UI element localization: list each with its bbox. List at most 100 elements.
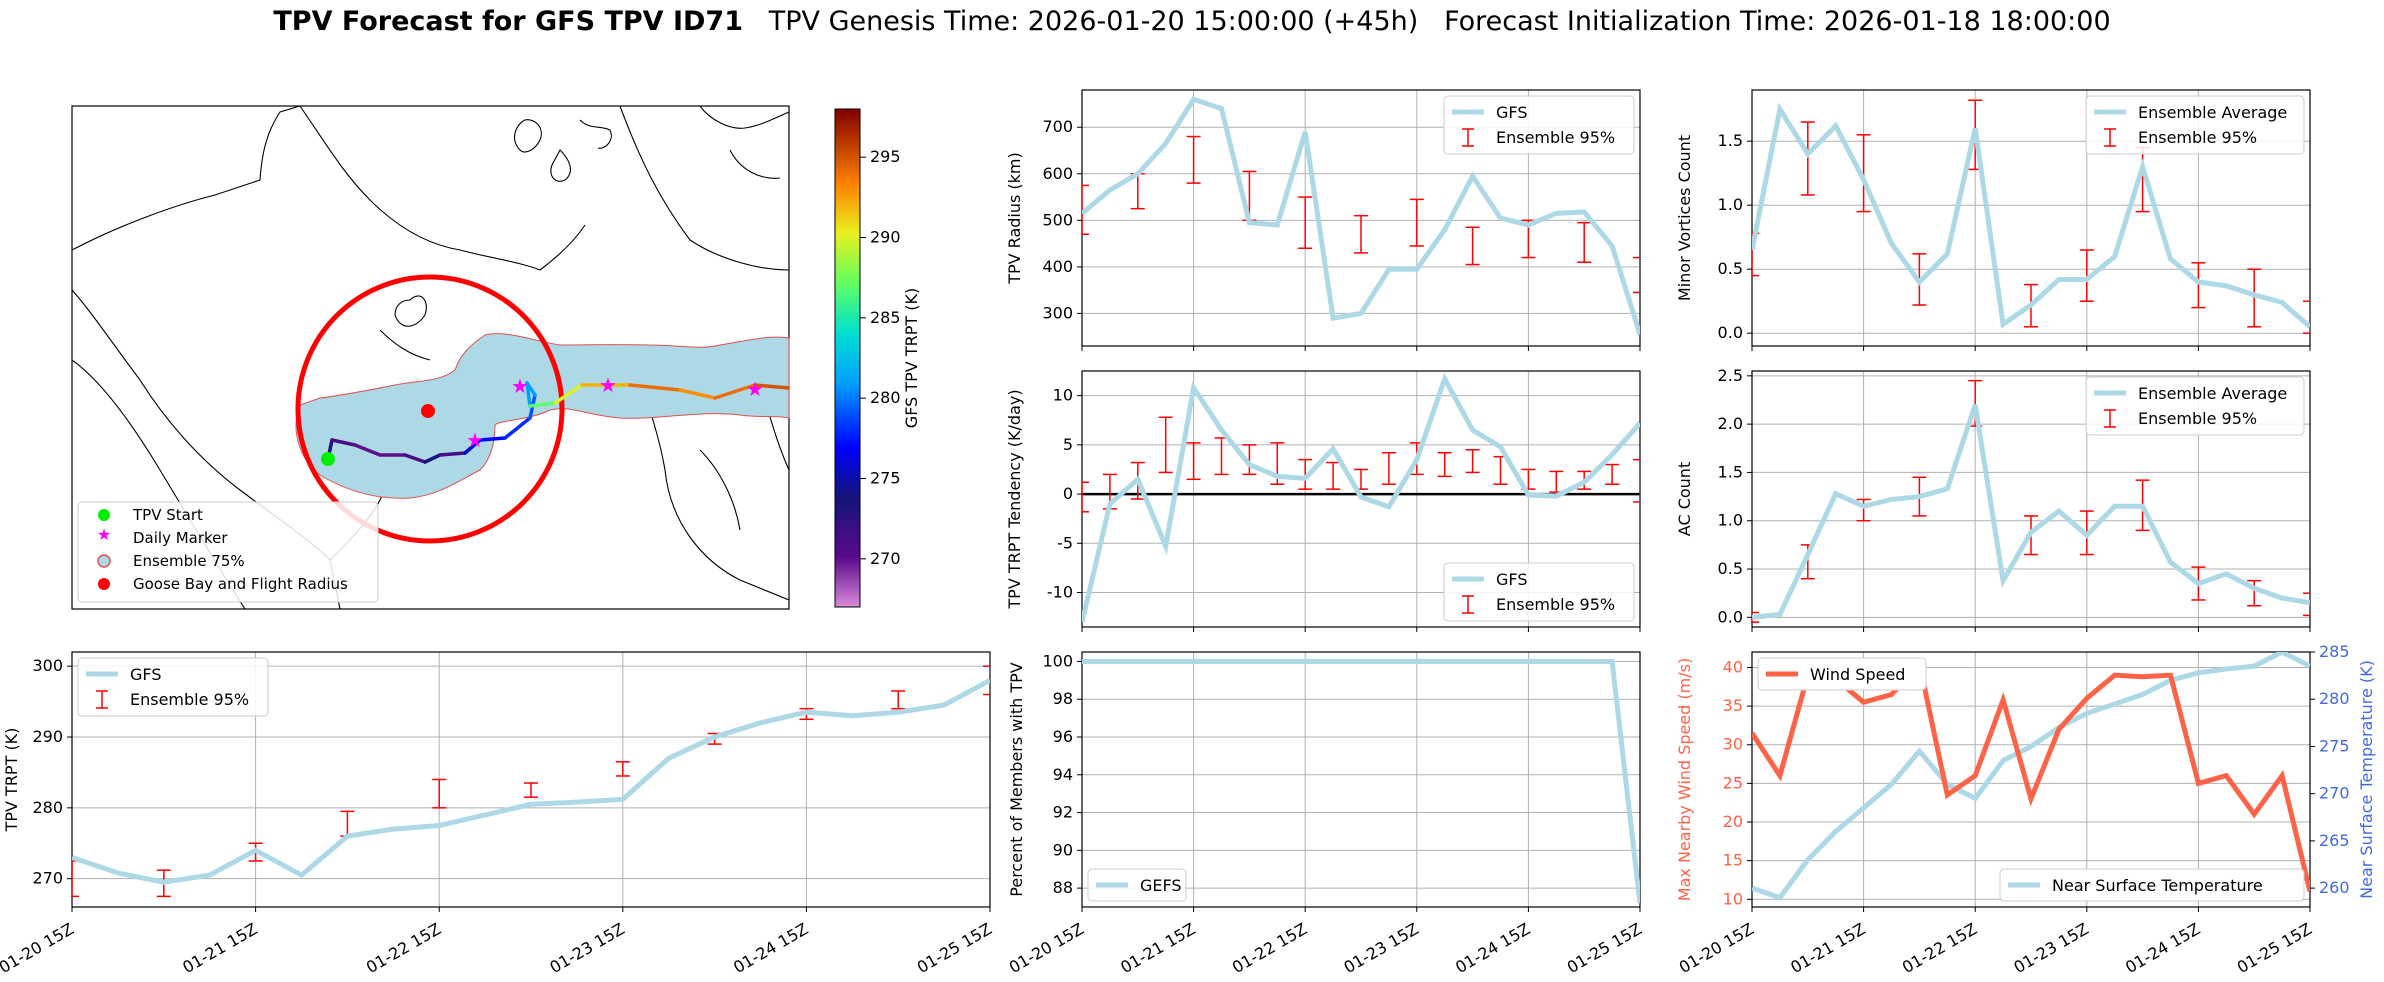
y-tick-label: 290 — [32, 727, 63, 746]
legend-label: Ensemble 95% — [1496, 595, 1615, 614]
legend: Ensemble Average Ensemble 95% — [2085, 95, 2305, 155]
x-tick-label: 01-25 15Z — [2234, 919, 2315, 977]
colorbar-ticks: 270 275 280 285 290 295 — [860, 147, 901, 568]
errorbar — [1409, 198, 1424, 247]
track-segment — [403, 453, 427, 464]
legend-goose-bay-marker — [98, 578, 110, 590]
y-axis-label: TPV TRPT Tendency (K/day) — [1005, 389, 1024, 609]
legend-ensemble-75: Ensemble 75% — [133, 552, 245, 570]
legend: GEFS — [1087, 868, 1187, 902]
errorbar — [1186, 135, 1201, 184]
colorbar-tick-label: 290 — [870, 228, 901, 247]
errorbar — [1437, 451, 1452, 478]
y-axis-label: Max Nearby Wind Speed (m/s) — [1675, 658, 1694, 901]
daily-marker: ★ — [746, 377, 764, 401]
colorbar-tick-label: 275 — [870, 468, 901, 487]
legend-label: Ensemble 95% — [2138, 128, 2257, 147]
errorbar — [1800, 121, 1815, 196]
x-tick-label: 01-23 15Z — [1341, 919, 1422, 977]
y-axis-label: Minor Vortices Count — [1675, 135, 1694, 301]
legend-box — [2085, 95, 2305, 155]
legend-start-marker — [98, 509, 110, 521]
legend-wind: Wind Speed — [1757, 657, 1927, 691]
x-tick-label: 01-24 15Z — [1452, 919, 1533, 977]
colorbar-tick-label: 270 — [870, 549, 901, 568]
series-line — [1082, 96, 1640, 336]
axes-frame — [1081, 651, 1641, 908]
legend-label: Wind Speed — [1810, 665, 1905, 684]
y-tick-label: 1.0 — [1718, 511, 1743, 530]
track-segment — [753, 383, 789, 390]
y-tick-label: 92 — [1053, 803, 1073, 822]
errorbar — [1082, 184, 1089, 236]
legend-ensemble-marker — [97, 554, 111, 568]
errorbar — [1633, 256, 1640, 294]
map-panel: ★ ★ ★ ★ TPV Start ★ Daily Marker Ensemble 7… — [71, 105, 921, 610]
x-tick-label: 01-25 15Z — [914, 919, 995, 977]
track-segment — [713, 383, 757, 400]
y-tick-label: 1.5 — [1718, 462, 1743, 481]
legend-label: Near Surface Temperature — [2052, 876, 2263, 895]
y2-tick-label: 275 — [2319, 736, 2350, 755]
legend-box — [1999, 868, 2305, 902]
errorbars — [1082, 416, 1640, 513]
errorbar — [1577, 221, 1592, 263]
colorbar-tick-label: 295 — [870, 147, 901, 166]
legend-label: Ensemble 95% — [2138, 409, 2257, 428]
x-tick-label: 01-22 15Z — [1229, 919, 1310, 977]
chart-radius: 300 400 500 600 700 TPV Radius (km) GFS Ensembl… — [1005, 89, 1641, 351]
y-tick-label: 15 — [1723, 851, 1743, 870]
chart-minor-vortices: 0.0 0.5 1.0 1.5 Minor Vortices Count Ensemble… — [1675, 89, 2311, 351]
y-axis-label: TPV Radius (km) — [1005, 152, 1024, 285]
flight-radius-circle — [295, 274, 565, 544]
series-line — [1752, 404, 2310, 620]
legend-box — [77, 657, 269, 717]
x-tick-label: 01-23 15Z — [547, 919, 628, 977]
wind-speed-line — [1752, 658, 2310, 893]
track-segment — [525, 381, 532, 408]
errorbar — [2247, 268, 2262, 328]
y-tick-label: 700 — [1042, 117, 1073, 136]
errorbar — [1605, 463, 1620, 485]
y-axis-label: TPV TRPT (K) — [2, 728, 21, 833]
legend-box — [1757, 657, 1927, 691]
y-tick-label: 600 — [1042, 164, 1073, 183]
legend: Ensemble Average Ensemble 95% — [2085, 376, 2305, 436]
errorbar — [2191, 262, 2206, 309]
figure-title: TPV Forecast for GFS TPV ID71 TPV Genesi… — [0, 6, 2384, 37]
errorbar — [1752, 611, 1759, 623]
chart-tendency: -10 -5 0 5 10 TPV TRPT Tendency (K/day) GFS Ens… — [1005, 370, 1641, 632]
y-axis-label: AC Count — [1675, 462, 1694, 536]
legend-label: Ensemble Average — [2138, 103, 2287, 122]
y-tick-label: 270 — [32, 869, 63, 888]
errorbar — [1298, 458, 1313, 490]
y-tick-label: 10 — [1053, 386, 1073, 405]
track-segment — [553, 383, 584, 405]
x-tick-label: 01-20 15Z — [1006, 919, 1087, 977]
y-tick-label: 30 — [1723, 735, 1743, 754]
x-tick-label: 01-24 15Z — [2122, 919, 2203, 977]
errorbar — [1354, 214, 1368, 254]
legend-label: GFS — [130, 665, 161, 684]
y-tick-label: 280 — [32, 798, 63, 817]
errorbar — [1326, 461, 1341, 490]
x-tick-label: 01-20 15Z — [1676, 919, 1757, 977]
errorbar — [1082, 481, 1089, 513]
map-legend: TPV Start ★ Daily Marker Ensemble 75% Go… — [77, 501, 379, 603]
track-segment — [503, 416, 532, 440]
errorbar — [2247, 579, 2262, 607]
legend-tpv-start: TPV Start — [132, 506, 203, 524]
errorbar — [524, 782, 538, 798]
y-tick-label: 300 — [32, 656, 63, 675]
figure-title-bold: TPV Forecast for GFS TPV ID71 — [273, 6, 743, 37]
errorbar — [1158, 416, 1173, 474]
errorbar — [1186, 442, 1201, 481]
axes-frame — [1751, 370, 2311, 628]
errorbar — [1549, 470, 1564, 493]
errorbar — [1493, 455, 1508, 485]
y2-tick-label: 280 — [2319, 689, 2350, 708]
errorbar — [983, 665, 990, 696]
y-tick-label: 2.5 — [1718, 366, 1743, 385]
